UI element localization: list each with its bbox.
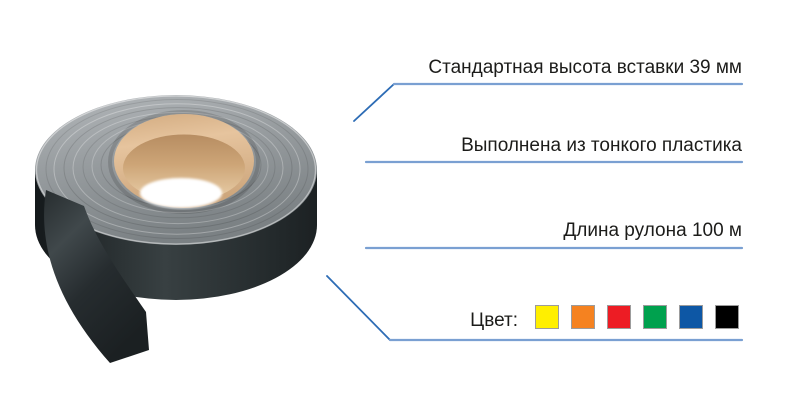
core-contact-shadow [108,110,260,214]
color-swatches [535,305,739,329]
annotation-height-pointer-line [353,83,395,122]
tape-roll-illustration [35,95,317,363]
annotation-height-label: Стандартная высота вставки 39 мм [428,57,742,78]
annotation-material-label: Выполнена из тонкого пластика [461,135,742,156]
color-swatch-black [715,305,739,329]
color-swatch-yellow [535,305,559,329]
color-swatch-orange [571,305,595,329]
annotation-length-label: Длина рулона 100 м [563,220,742,241]
color-swatch-blue [679,305,703,329]
color-row-label: Цвет: [470,310,518,331]
annotation-lines [326,82,744,342]
roll-core-hole [140,178,222,208]
color-swatch-red [607,305,631,329]
color-swatch-green [643,305,667,329]
tape-tail [44,190,149,363]
annotation-color-pointer-line [326,275,391,341]
